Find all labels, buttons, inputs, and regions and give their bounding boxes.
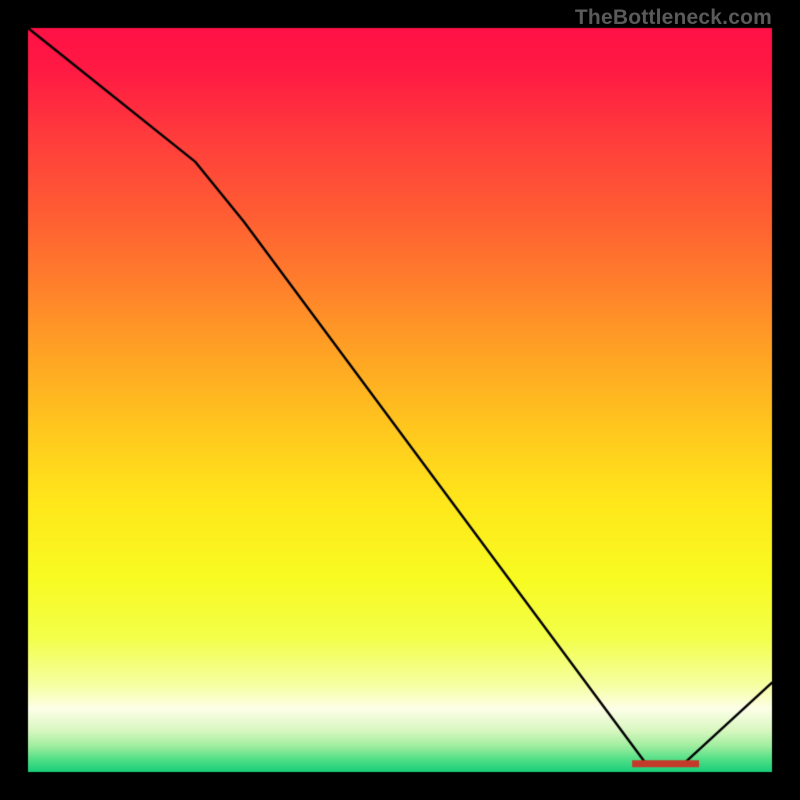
bottleneck-chart (0, 0, 800, 800)
watermark-text: TheBottleneck.com (575, 6, 772, 30)
